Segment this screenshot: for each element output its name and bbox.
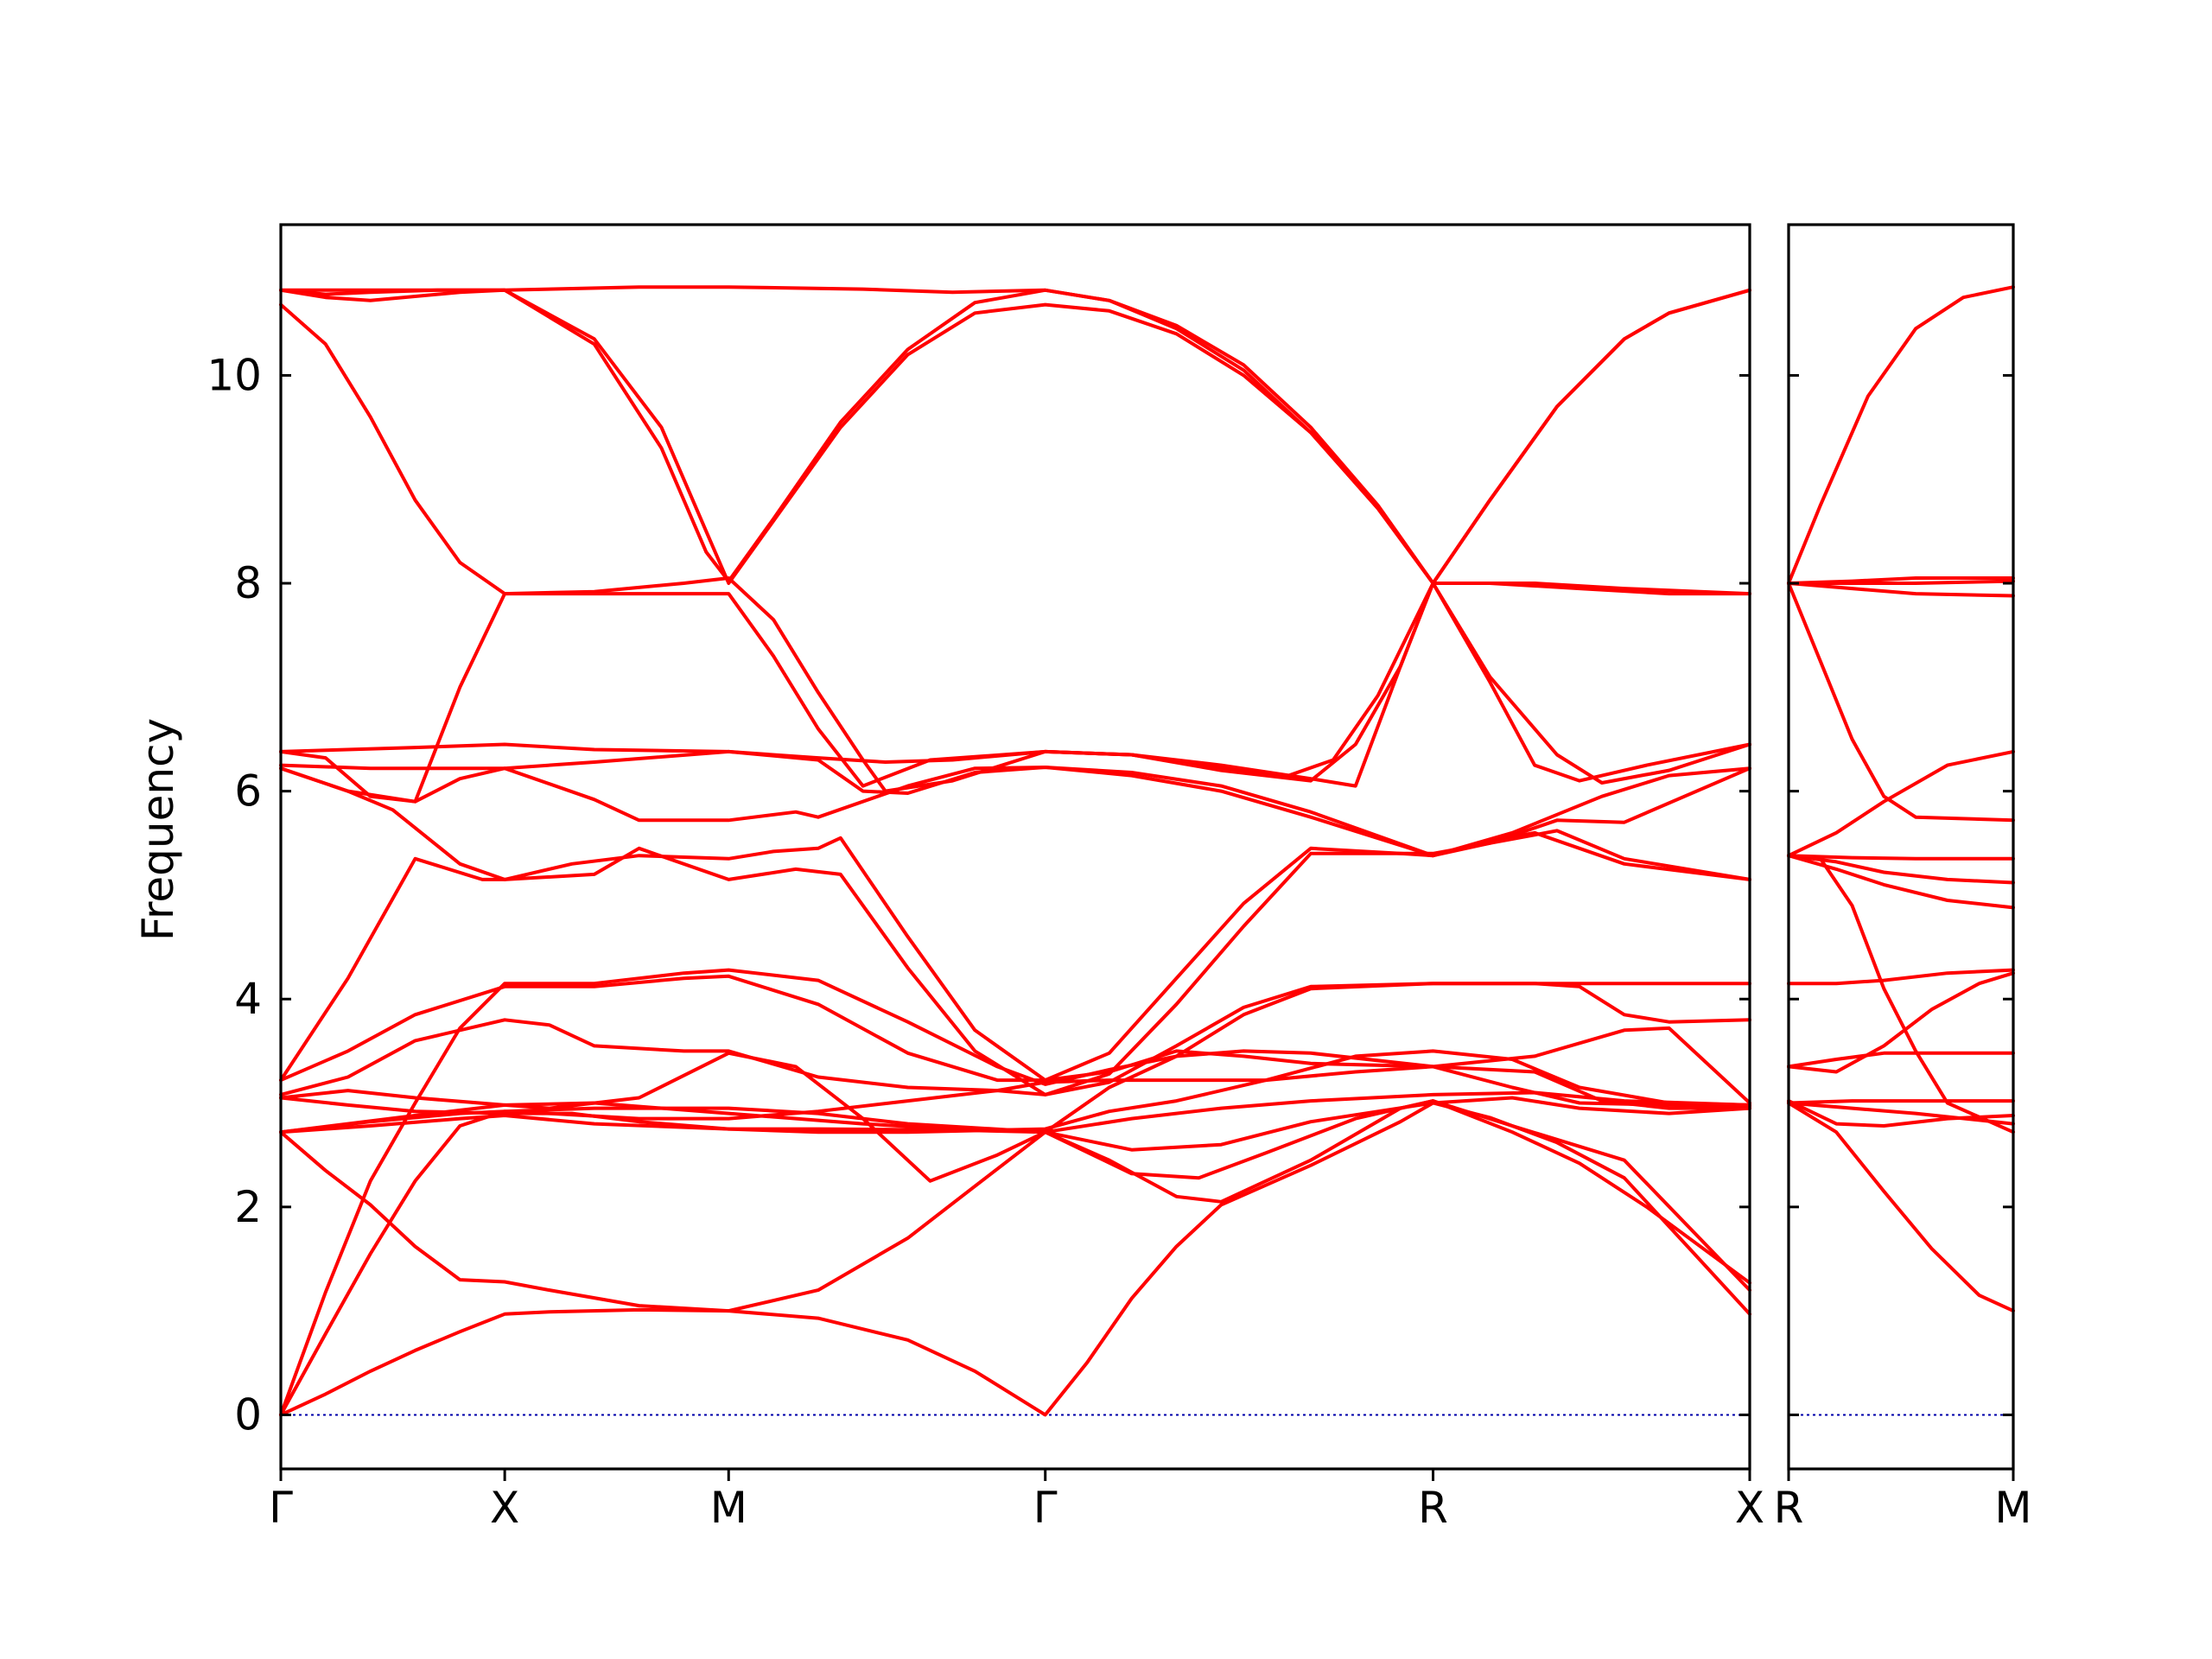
band-line-5 xyxy=(279,1099,1751,1293)
x-tick-label: X xyxy=(490,1483,519,1533)
band-line-15 xyxy=(1787,582,2015,598)
y-tick-label: 6 xyxy=(234,766,262,817)
band-line-11 xyxy=(279,974,1751,1105)
band-line-9 xyxy=(1787,854,2015,910)
band-line-16 xyxy=(279,582,1751,788)
band-line-3 xyxy=(1787,1099,2015,1105)
y-tick-label: 4 xyxy=(234,974,262,1024)
band-line-14 xyxy=(279,766,1751,858)
panel-1: 0 2 4 6 8 10 Γ X M Γ R X xyxy=(207,223,1764,1533)
axes-frame xyxy=(279,223,1751,1471)
band-line-17 xyxy=(1787,285,2015,585)
band-line-13 xyxy=(279,766,1751,1096)
x-tick-label: R xyxy=(1774,1483,1804,1533)
x-tick-label: R xyxy=(1418,1483,1448,1533)
band-line-17 xyxy=(279,582,1751,804)
band-line-10 xyxy=(1787,854,2015,885)
x-tick-label: M xyxy=(1994,1483,2031,1533)
x-tick-label: Γ xyxy=(269,1483,293,1533)
band-line-10 xyxy=(279,982,1751,1096)
band-line-18 xyxy=(279,288,1751,793)
axes-frame xyxy=(1787,223,2015,1471)
band-line-3 xyxy=(279,968,1751,1417)
y-tick-label: 10 xyxy=(207,350,262,400)
band-line-11 xyxy=(1787,854,2015,861)
band-line-16 xyxy=(1787,576,2015,585)
x-tick-label: X xyxy=(1735,1483,1764,1533)
band-line-12 xyxy=(1787,749,2015,858)
band-line-1 xyxy=(279,1101,1751,1417)
y-tick-label: 2 xyxy=(234,1182,262,1232)
band-line-19 xyxy=(279,288,1751,785)
band-line-15 xyxy=(279,749,1751,858)
band-line-7 xyxy=(1787,968,2015,986)
band-line-21 xyxy=(279,288,1751,585)
band-line-8 xyxy=(1787,854,2015,1135)
band-line-12 xyxy=(279,830,1751,1083)
y-tick-label: 0 xyxy=(234,1389,262,1440)
band-line-4 xyxy=(279,1099,1751,1313)
band-line-9 xyxy=(279,982,1751,1183)
band-line-2 xyxy=(1787,1101,2015,1126)
x-tick-label: M xyxy=(710,1483,747,1533)
band-line-20 xyxy=(279,285,1751,596)
x-tick-label: Γ xyxy=(1033,1483,1058,1533)
band-line-13 xyxy=(1787,582,2015,823)
band-line-1 xyxy=(1787,1101,2015,1313)
band-line-6 xyxy=(1787,971,2015,1074)
band-line-5 xyxy=(1787,1051,2015,1069)
band-line-2 xyxy=(279,1065,1751,1417)
y-tick-label: 8 xyxy=(234,558,262,608)
y-axis-title: Frequency xyxy=(133,718,183,941)
band-line-4 xyxy=(1787,1099,2015,1128)
